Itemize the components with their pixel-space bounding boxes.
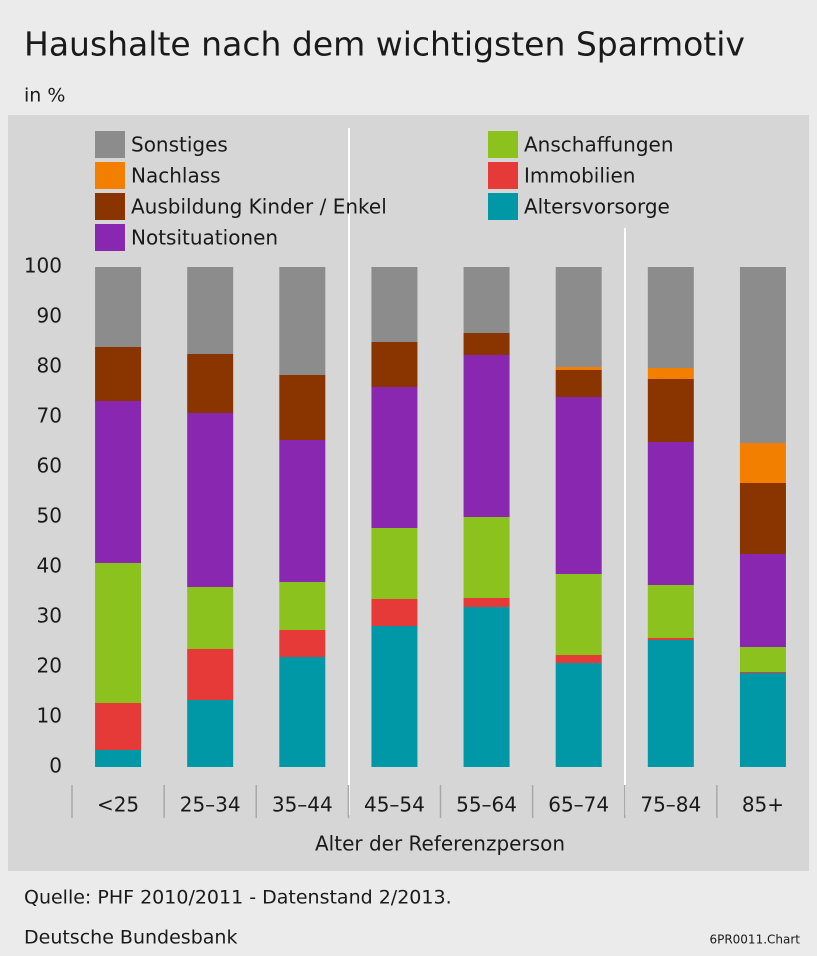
bar-segment [555, 267, 602, 367]
y-tick-label: 0 [49, 754, 62, 778]
bar-segment [95, 703, 142, 750]
legend-swatch [488, 193, 518, 220]
bar-segment [739, 647, 786, 672]
x-tick-label: 55–64 [456, 793, 517, 817]
bar-segment [187, 413, 234, 587]
bar-segment [95, 347, 142, 401]
bar-segment [279, 630, 326, 657]
bar-segment [187, 700, 234, 767]
bar-segment [371, 387, 418, 528]
legend-label: Anschaffungen [524, 133, 674, 157]
bar-segment [647, 585, 694, 638]
bar-segment [739, 673, 786, 767]
bar-segment [555, 655, 602, 663]
legend-label: Sonstiges [131, 133, 228, 157]
y-tick-label: 10 [37, 704, 62, 728]
bar-segment [739, 672, 786, 673]
y-tick-label: 100 [24, 254, 62, 278]
y-tick-label: 40 [37, 554, 62, 578]
x-axis-label: Alter der Referenzperson [315, 832, 565, 856]
x-tick-label: 45–54 [364, 793, 425, 817]
legend-label: Ausbildung Kinder / Enkel [131, 195, 387, 219]
x-tick-label: 35–44 [272, 793, 333, 817]
bar-segment [95, 401, 142, 563]
publisher: Deutsche Bundesbank [24, 927, 237, 949]
bar-segment [647, 368, 694, 379]
bar-segment [371, 626, 418, 767]
bar-segment [463, 355, 510, 517]
bar-segment [555, 574, 602, 655]
bar-segment [463, 267, 510, 333]
legend-label: Nachlass [131, 164, 221, 188]
y-tick-label: 60 [37, 454, 62, 478]
legend-label: Immobilien [524, 164, 635, 188]
bar-segment [555, 367, 602, 370]
bar-segment [555, 370, 602, 397]
bar-segment [371, 528, 418, 599]
bar-segment [187, 649, 234, 700]
subtitle: in % [24, 85, 65, 107]
bar-segment [187, 354, 234, 413]
x-tick-label: 25–34 [180, 793, 241, 817]
bar-segment [279, 375, 326, 440]
bar-segment [647, 379, 694, 442]
bar-segment [95, 267, 142, 347]
x-tick-label: 65–74 [548, 793, 609, 817]
bar-segment [187, 267, 234, 354]
bar-segment [463, 598, 510, 607]
bar-segment [555, 397, 602, 574]
legend-swatch [488, 131, 518, 158]
y-tick-label: 90 [37, 304, 62, 328]
bar-segment [555, 663, 602, 767]
bar-segment [647, 638, 694, 640]
legend-label: Notsituationen [131, 226, 278, 250]
bar-segment [95, 750, 142, 767]
legend-label: Altersvorsorge [524, 195, 670, 219]
chart-code: 6PR0011.Chart [709, 933, 800, 947]
bar-segment [371, 267, 418, 342]
x-tick-label: 75–84 [640, 793, 701, 817]
bar-segment [739, 483, 786, 554]
bar-segment [739, 554, 786, 647]
bar-segment [647, 640, 694, 767]
bar-segment [279, 267, 326, 375]
x-tick-label: 85+ [742, 793, 784, 817]
bar-segment [279, 657, 326, 767]
bar-segment [371, 599, 418, 626]
bar-segment [647, 442, 694, 585]
bar-segment [463, 517, 510, 598]
bar-segment [739, 443, 786, 483]
bar-segment [463, 333, 510, 355]
chart-title: Haushalte nach dem wichtigsten Sparmotiv [24, 25, 745, 64]
bar-segment [739, 267, 786, 443]
y-tick-label: 80 [37, 354, 62, 378]
bar-segment [279, 582, 326, 630]
legend-swatch [95, 224, 125, 251]
bar-segment [647, 267, 694, 368]
x-tick-label: <25 [97, 793, 139, 817]
y-tick-label: 50 [37, 504, 62, 528]
bar-segment [187, 587, 234, 649]
bar-segment [463, 607, 510, 767]
legend-swatch [488, 162, 518, 189]
legend-swatch [95, 131, 125, 158]
bar-segment [279, 440, 326, 582]
legend-swatch [95, 193, 125, 220]
bar-segment [371, 342, 418, 387]
y-tick-label: 20 [37, 654, 62, 678]
source: Quelle: PHF 2010/2011 - Datenstand 2/201… [24, 887, 452, 909]
bar-segment [95, 563, 142, 703]
y-tick-label: 30 [37, 604, 62, 628]
legend-swatch [95, 162, 125, 189]
y-tick-label: 70 [37, 404, 62, 428]
